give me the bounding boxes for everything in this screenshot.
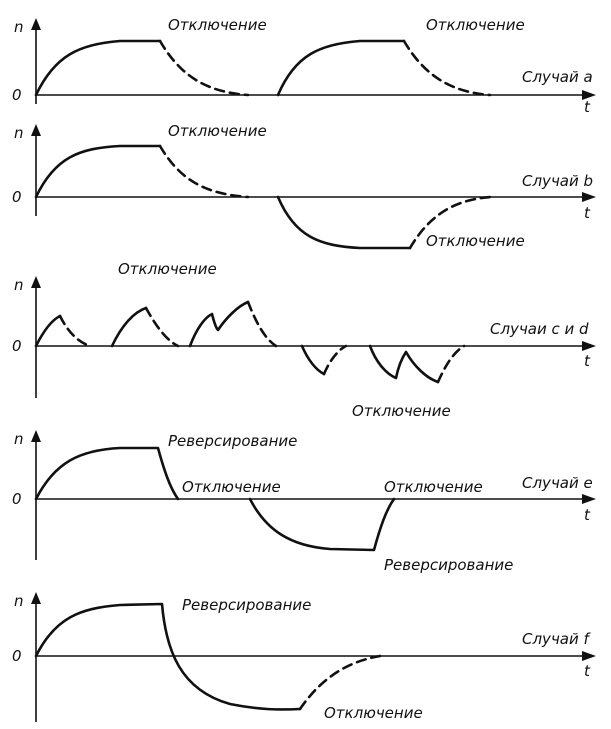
origin-label: 0 (12, 337, 22, 355)
x-axis-arrow (582, 90, 596, 100)
coast-down-curve (408, 195, 492, 250)
acceleration-curve (276, 39, 406, 97)
x-axis-label: t (584, 506, 591, 524)
y-axis-arrow (31, 276, 41, 288)
reverse-acceleration-curve (248, 497, 396, 552)
switch-off-label: Отключение (118, 260, 217, 278)
origin-label: 0 (12, 647, 22, 665)
y-axis-label: n (14, 276, 24, 294)
origin-label: 0 (12, 188, 22, 206)
panel-c-d: n 0 t Случаи c и d Отключение Отключение (12, 260, 596, 420)
switch-off-label: Отключение (182, 478, 281, 496)
acceleration-curve (34, 39, 162, 97)
switch-off-label: Отключение (168, 16, 267, 34)
coast-down-curve (158, 144, 250, 199)
coast-down-curve (144, 306, 180, 348)
y-axis-arrow (31, 124, 41, 136)
coast-down-curve (322, 344, 348, 376)
acceleration-curve (34, 144, 162, 199)
switch-off-label: Отключение (352, 402, 451, 420)
x-axis-label: t (584, 352, 591, 370)
y-axis-label: n (14, 430, 24, 448)
x-axis-label: t (584, 98, 591, 116)
pulse-curve (34, 314, 62, 348)
reversing-label: Реверсирование (168, 432, 297, 450)
acceleration-reverse-curve (34, 446, 180, 501)
coast-down-curve (246, 300, 278, 348)
switch-off-label: Отключение (384, 478, 483, 496)
origin-label: 0 (12, 86, 22, 104)
reversing-label: Реверсирование (384, 556, 513, 574)
pulse-curve (188, 300, 250, 348)
case-label-f: Случай f (522, 630, 592, 648)
reverse-acceleration-curve (276, 195, 412, 250)
y-axis-label: n (14, 18, 24, 36)
y-axis-arrow (31, 18, 41, 30)
panel-e: n 0 t Случай e Реверсирование Отключение… (12, 430, 596, 574)
case-label-b: Случай b (522, 172, 593, 190)
switch-off-label: Отключение (324, 704, 423, 722)
pulse-curve (300, 344, 326, 376)
panel-f: n 0 t Случай f Реверсирование Отключение (12, 592, 596, 722)
case-label-a: Случай a (522, 68, 593, 86)
coast-down-curve (298, 654, 382, 711)
y-axis-label: n (14, 592, 24, 610)
pulse-curve (368, 344, 440, 384)
coast-down-curve (158, 39, 250, 97)
panel-b: n 0 t Случай b Отключение Отключение (12, 122, 596, 250)
switch-off-label: Отключение (168, 122, 267, 140)
coast-down-curve (402, 39, 492, 97)
y-axis-arrow (31, 592, 41, 604)
switch-off-label: Отключение (426, 16, 525, 34)
x-axis-arrow (582, 494, 596, 504)
x-axis-arrow (582, 651, 596, 661)
switch-off-label: Отключение (426, 232, 525, 250)
case-label-c-d: Случаи c и d (490, 320, 589, 338)
origin-label: 0 (12, 490, 22, 508)
case-label-e: Случай e (522, 474, 593, 492)
panel-a: n 0 t Случай a Отключение Отключение (12, 16, 596, 116)
x-axis-label: t (584, 204, 591, 222)
coast-down-curve (58, 314, 92, 348)
acceleration-reverse-curve (34, 602, 302, 711)
pulse-curve (110, 306, 148, 348)
x-axis-label: t (584, 662, 591, 680)
x-axis-arrow (582, 341, 596, 351)
coast-down-curve (436, 344, 466, 384)
x-axis-arrow (582, 192, 596, 202)
y-axis-arrow (31, 430, 41, 442)
y-axis-label: n (14, 124, 24, 142)
reversing-label: Реверсирование (182, 596, 311, 614)
